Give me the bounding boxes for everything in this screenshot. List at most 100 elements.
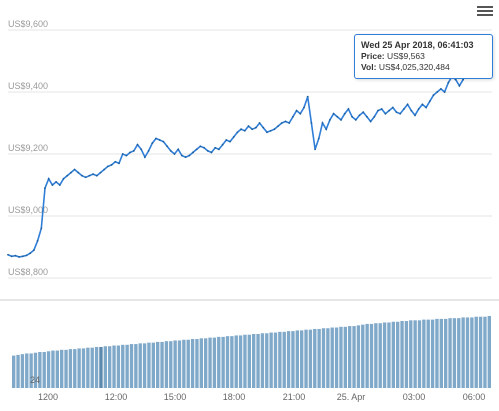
price-point <box>36 239 39 242</box>
price-point <box>103 168 106 171</box>
x-tick-label: 06:00 <box>463 392 486 402</box>
tooltip-price-value: US$9,563 <box>387 51 425 61</box>
volume-bar <box>38 352 42 388</box>
price-point <box>421 103 424 106</box>
volume-bar <box>20 354 25 388</box>
hamburger-menu-icon[interactable] <box>477 4 493 18</box>
volume-bar <box>221 336 225 388</box>
volume-bar <box>409 320 413 388</box>
price-tooltip: Wed 25 Apr 2018, 06:41:03 Price: US$9,56… <box>354 34 493 79</box>
price-point <box>432 94 435 96</box>
price-point <box>55 181 57 183</box>
price-point <box>295 109 298 112</box>
volume-bar <box>12 355 16 388</box>
price-point <box>262 126 265 129</box>
volume-bar <box>487 316 491 388</box>
price-point <box>343 112 346 115</box>
volume-bar <box>286 331 291 388</box>
volume-bar <box>470 317 474 388</box>
price-point <box>33 249 35 252</box>
x-tick-label: 12:00 <box>105 392 128 402</box>
price-point <box>458 84 461 87</box>
price-point <box>288 122 291 124</box>
volume-series <box>0 299 499 388</box>
volume-bar <box>156 341 160 388</box>
price-point <box>177 148 180 151</box>
price-point <box>380 108 383 110</box>
x-tick-label: 15:00 <box>164 392 187 402</box>
price-point <box>399 112 402 115</box>
price-point <box>384 112 387 115</box>
volume-bar <box>461 317 465 388</box>
price-point <box>414 114 416 117</box>
price-point <box>184 156 187 159</box>
price-point <box>214 146 217 149</box>
volume-bar <box>33 352 38 388</box>
volume-bar <box>164 341 169 388</box>
volume-bar <box>452 318 457 388</box>
volume-bar <box>295 330 299 388</box>
y-tick-label: US$9,200 <box>8 143 48 153</box>
price-point <box>192 151 194 154</box>
volume-bar <box>444 318 448 388</box>
price-point <box>325 128 328 131</box>
volume-bar <box>269 332 273 388</box>
price-point <box>169 150 172 152</box>
price-point <box>70 171 72 174</box>
tooltip-vol-value: US$4,025,320,484 <box>378 62 450 72</box>
volume-bar <box>435 318 439 388</box>
volume-bar <box>46 351 51 388</box>
volume-bar <box>108 346 112 388</box>
price-point <box>354 119 357 121</box>
price-point <box>107 165 109 168</box>
price-point <box>280 122 283 124</box>
price-point <box>406 103 409 106</box>
grid-lines <box>8 29 492 279</box>
price-point <box>247 125 250 127</box>
volume-bar <box>151 342 155 388</box>
price-point <box>114 160 117 163</box>
volume-bar <box>430 319 435 388</box>
price-point <box>440 88 442 90</box>
price-point <box>162 140 165 143</box>
price-point <box>229 140 231 143</box>
x-tick-label: 21:00 <box>283 392 306 402</box>
y-tick-label: US$8,800 <box>8 267 48 277</box>
volume-bar <box>142 343 147 388</box>
price-point <box>314 148 316 151</box>
price-point <box>155 137 157 140</box>
price-point <box>44 187 46 190</box>
price-point <box>218 148 220 151</box>
price-point <box>417 108 420 110</box>
y-tick-label: US$9,400 <box>8 81 48 91</box>
volume-bar <box>182 339 186 388</box>
volume-bar <box>478 316 483 388</box>
volume-bar <box>29 353 33 388</box>
price-point <box>144 156 146 159</box>
price-point <box>21 255 24 258</box>
price-point <box>447 81 450 84</box>
price-point <box>7 253 9 256</box>
volume-bar <box>195 339 199 388</box>
price-point <box>340 119 342 121</box>
volume-bar <box>326 328 330 388</box>
price-point <box>273 128 276 131</box>
price-point <box>366 115 368 118</box>
volume-bar <box>81 348 86 388</box>
volume-bar <box>260 333 265 388</box>
volume-bar <box>291 331 295 388</box>
price-point <box>232 136 235 138</box>
y-tick-label: US$9,000 <box>8 205 48 215</box>
price-point <box>88 174 91 177</box>
volume-bar <box>422 319 426 388</box>
price-point <box>428 100 431 103</box>
volume-bar <box>252 334 256 388</box>
price-point <box>436 91 439 93</box>
volume-bar <box>396 321 400 388</box>
volume-bar <box>60 349 64 388</box>
price-point <box>58 184 61 186</box>
price-point <box>147 150 150 152</box>
price-point <box>29 252 32 255</box>
price-point <box>95 174 98 177</box>
volume-bar <box>208 337 212 388</box>
